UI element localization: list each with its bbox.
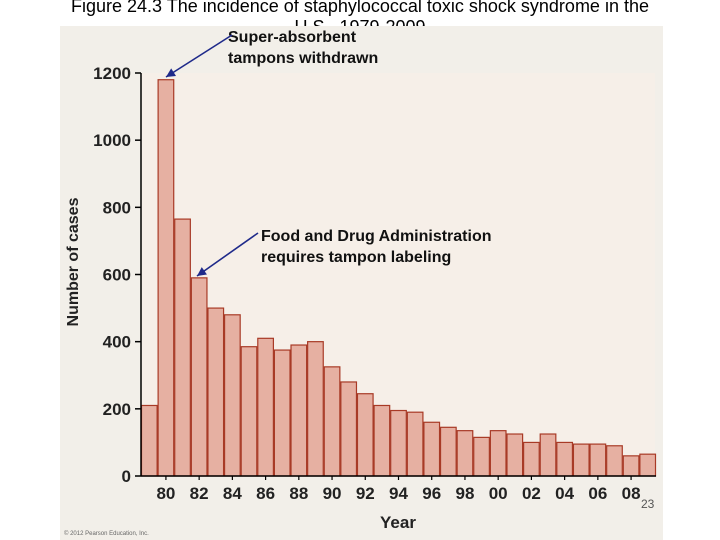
x-tick-label: 86 bbox=[256, 484, 275, 503]
y-tick-label: 0 bbox=[122, 467, 131, 486]
page-number: 23 bbox=[641, 497, 655, 511]
x-tick-label: 02 bbox=[522, 484, 541, 503]
x-ticks-group: 80 82 84 86 88 90 92 94 96 98 00 02 04 06 08 bbox=[156, 476, 641, 503]
y-ticks-group: 0 200 400 600 800 1000 1200 bbox=[93, 64, 141, 486]
bar-98 bbox=[456, 430, 474, 477]
annotation-arrow-line bbox=[196, 232, 259, 277]
bar-02 bbox=[522, 441, 540, 477]
bar-96 bbox=[423, 421, 441, 477]
bar-92 bbox=[356, 393, 374, 477]
annotation-arrowhead bbox=[166, 68, 177, 77]
x-axis-label: Year bbox=[380, 513, 416, 532]
bar-09 bbox=[639, 453, 657, 477]
x-tick-label: 04 bbox=[555, 484, 574, 503]
x-tick-label: 96 bbox=[422, 484, 441, 503]
y-tick-label: 600 bbox=[103, 266, 131, 285]
bar-99 bbox=[473, 436, 490, 477]
copyright-notice: © 2012 Pearson Education, Inc. bbox=[64, 531, 149, 537]
x-tick-label: 80 bbox=[156, 484, 175, 503]
annotation-arrow-line bbox=[165, 34, 233, 78]
annotations-group: Super-absorbent tampons withdrawn Food and… bbox=[165, 29, 492, 277]
x-tick-label: 88 bbox=[289, 484, 308, 503]
bar-87 bbox=[273, 349, 291, 477]
x-tick-label: 92 bbox=[356, 484, 375, 503]
bar-95 bbox=[406, 411, 424, 477]
x-tick-label: 08 bbox=[622, 484, 641, 503]
x-tick-label: 84 bbox=[223, 484, 242, 503]
bar-08 bbox=[622, 455, 640, 477]
bar-90 bbox=[323, 366, 341, 477]
bar-83 bbox=[207, 307, 225, 477]
y-tick-label: 800 bbox=[103, 198, 131, 217]
bar-01 bbox=[506, 433, 524, 477]
bar-88 bbox=[290, 344, 308, 477]
bar-00 bbox=[489, 430, 507, 477]
x-tick-label: 94 bbox=[389, 484, 408, 503]
annotation-text-line2: tampons withdrawn bbox=[228, 50, 378, 67]
bar-94 bbox=[390, 409, 407, 477]
bar-81 bbox=[174, 218, 191, 477]
bar-97 bbox=[439, 426, 457, 477]
x-tick-label: 06 bbox=[588, 484, 607, 503]
y-tick-label: 1000 bbox=[93, 131, 131, 150]
bar-80 bbox=[157, 79, 175, 477]
x-tick-label: 90 bbox=[323, 484, 342, 503]
bar-86 bbox=[257, 337, 275, 477]
annotation-text-line1: Super-absorbent bbox=[228, 29, 357, 46]
y-tick-label: 200 bbox=[103, 400, 131, 419]
y-tick-label: 1200 bbox=[93, 64, 131, 83]
bar-07 bbox=[606, 445, 623, 477]
slide-title-line1: Figure 24.3 The incidence of staphylococ… bbox=[71, 0, 649, 16]
x-tick-label: 00 bbox=[489, 484, 508, 503]
bar-05 bbox=[572, 443, 590, 477]
annotation-text-line2: requires tampon labeling bbox=[261, 249, 451, 266]
bar-04 bbox=[556, 441, 574, 477]
annotation-text-line1: Food and Drug Administration bbox=[261, 228, 492, 245]
y-tick-label: 400 bbox=[103, 333, 131, 352]
bar-89 bbox=[307, 341, 324, 477]
x-tick-label: 82 bbox=[190, 484, 209, 503]
y-axis-label: Number of cases bbox=[65, 197, 82, 326]
bar-84 bbox=[223, 314, 241, 477]
x-tick-label: 98 bbox=[455, 484, 474, 503]
bar-93 bbox=[373, 404, 391, 477]
bar-79 bbox=[140, 404, 158, 477]
bar-06 bbox=[589, 443, 607, 477]
bar-85 bbox=[240, 346, 258, 477]
bars-group bbox=[140, 79, 657, 477]
bar-91 bbox=[340, 381, 358, 477]
bar-82 bbox=[190, 277, 208, 477]
bar-03 bbox=[539, 433, 557, 477]
annotation-arrowhead bbox=[197, 267, 207, 276]
